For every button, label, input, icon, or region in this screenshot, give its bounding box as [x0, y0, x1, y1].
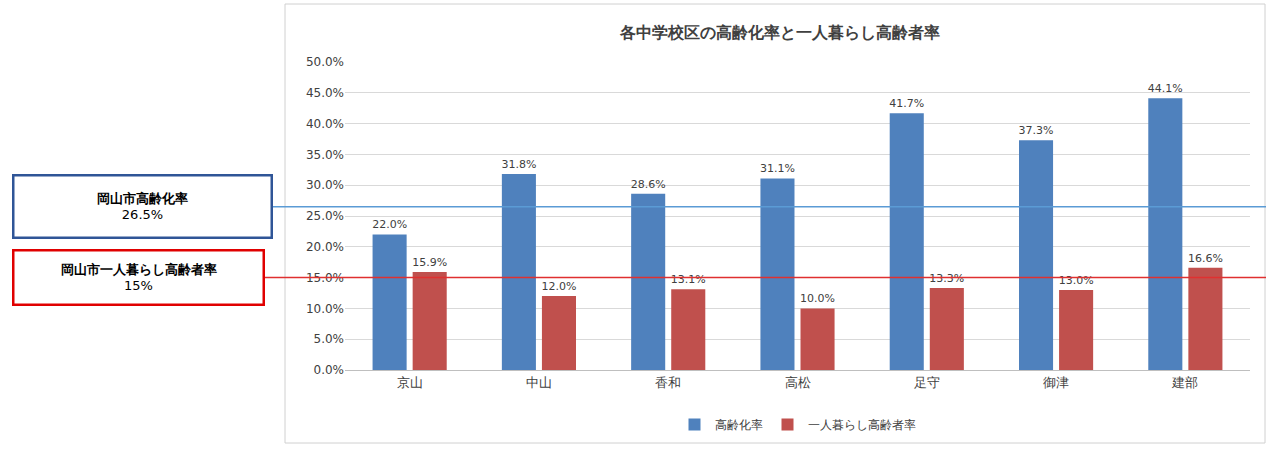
svg-text:一人暮らし高齢者率: 一人暮らし高齢者率 [808, 418, 916, 432]
svg-text:各中学校区の高齢化率と一人暮らし高齢者率: 各中学校区の高齢化率と一人暮らし高齢者率 [619, 23, 940, 42]
svg-text:0.0%: 0.0% [314, 363, 345, 377]
svg-text:20.0%: 20.0% [306, 240, 344, 254]
svg-text:31.1%: 31.1% [760, 162, 795, 175]
svg-text:13.0%: 13.0% [1059, 274, 1094, 287]
svg-text:10.0%: 10.0% [306, 302, 344, 316]
svg-text:15.9%: 15.9% [412, 256, 447, 269]
svg-text:中山: 中山 [526, 375, 552, 390]
svg-text:建部: 建部 [1171, 375, 1198, 390]
svg-text:30.0%: 30.0% [306, 178, 344, 192]
svg-text:22.0%: 22.0% [372, 218, 407, 231]
svg-text:10.0%: 10.0% [800, 292, 835, 305]
svg-text:高松: 高松 [785, 375, 811, 390]
svg-text:岡山市一人暮らし高齢者率15%: 岡山市一人暮らし高齢者率15% [61, 262, 217, 294]
svg-text:31.8%: 31.8% [501, 158, 536, 171]
svg-text:35.0%: 35.0% [306, 148, 344, 162]
svg-text:足守: 足守 [914, 375, 940, 390]
svg-text:京山: 京山 [397, 375, 423, 390]
svg-text:40.0%: 40.0% [306, 117, 344, 131]
svg-text:香和: 香和 [655, 375, 681, 390]
svg-text:12.0%: 12.0% [541, 280, 576, 293]
svg-text:25.0%: 25.0% [306, 209, 344, 223]
svg-text:45.0%: 45.0% [306, 86, 344, 100]
svg-text:41.7%: 41.7% [889, 97, 924, 110]
svg-text:28.6%: 28.6% [631, 178, 666, 191]
svg-text:50.0%: 50.0% [306, 55, 344, 69]
svg-text:岡山市高齢化率26.5%: 岡山市高齢化率26.5% [97, 191, 188, 223]
svg-text:16.6%: 16.6% [1188, 252, 1223, 265]
svg-text:44.1%: 44.1% [1148, 82, 1183, 95]
svg-text:御津: 御津 [1043, 375, 1069, 390]
svg-text:15.0%: 15.0% [306, 271, 344, 285]
svg-text:高齢化率: 高齢化率 [715, 418, 763, 432]
svg-text:13.3%: 13.3% [929, 272, 964, 285]
svg-text:5.0%: 5.0% [314, 332, 345, 346]
svg-text:13.1%: 13.1% [671, 273, 706, 286]
svg-text:37.3%: 37.3% [1019, 124, 1054, 137]
